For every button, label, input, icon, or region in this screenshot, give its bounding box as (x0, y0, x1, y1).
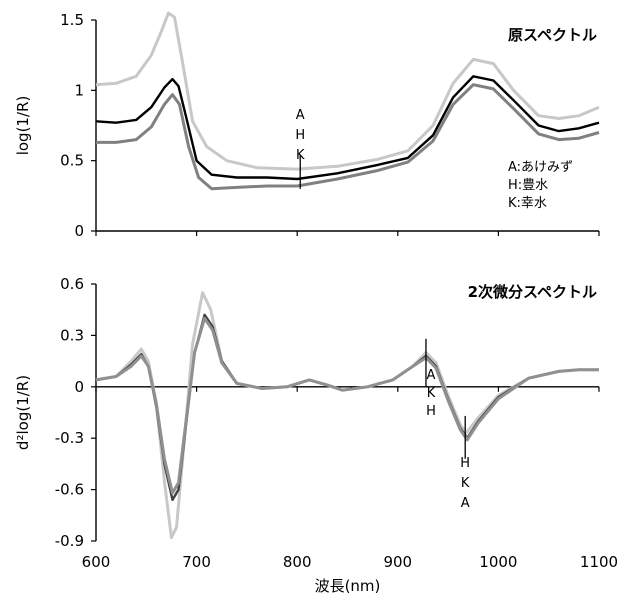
second-derivative-panel: 0.6 0.3 0 -0.3 -0.6 -0.9 600 700 800 900 1000 1100 2… (14, 275, 618, 595)
y-tick-label: 1.5 (60, 11, 84, 29)
y-tick-label: 1 (74, 81, 84, 99)
marker-label: K (427, 386, 436, 401)
series-line (95, 75, 600, 181)
x-tick-label: 900 (383, 553, 412, 571)
x-tick-label: 700 (182, 553, 211, 571)
series-line (95, 291, 599, 540)
y-tick-label: 0.6 (60, 275, 84, 293)
marker-label: K (296, 148, 305, 163)
panel-title: 2次微分スペクトル (468, 283, 597, 301)
series-line (95, 313, 599, 502)
y-tick-label: 0.3 (60, 326, 84, 344)
y-tick-label: -0.3 (55, 429, 84, 447)
marker-label: A (461, 496, 470, 511)
x-tick-label: 600 (82, 553, 111, 571)
marker-label: H (426, 404, 436, 419)
y-axis-title: d²log(1/R) (14, 375, 32, 450)
series-line (95, 11, 600, 171)
x-axis-title: 波長(nm) (315, 577, 381, 595)
y-axis-title: log(1/R) (14, 96, 32, 156)
series-line (96, 83, 600, 191)
marker-label: H (460, 456, 470, 471)
x-tick-label: 800 (283, 553, 312, 571)
x-tick-label: 1100 (580, 553, 618, 571)
y-tick-label: 0 (74, 378, 84, 396)
marker-label: A (427, 368, 436, 383)
panel-title: 原スペクトル (508, 26, 597, 44)
marker-label: K (461, 476, 470, 491)
series-line (95, 316, 599, 495)
y-tick-label: -0.6 (55, 481, 84, 499)
x-tick-label: 1000 (479, 553, 517, 571)
marker-label: A (296, 108, 305, 123)
y-tick-label: 0 (74, 222, 84, 240)
legend-entry: K:幸水 (508, 196, 547, 211)
marker-label: H (295, 128, 305, 143)
y-tick-label: 0.5 (60, 152, 84, 170)
original-spectrum-panel: 1.5 1 0.5 0 原スペクトル log(1/R) AHK A:あけみず H:豊水 K:幸水 (14, 11, 600, 240)
legend-entry: H:豊水 (508, 178, 548, 193)
y-tick-label: -0.9 (55, 532, 84, 550)
legend-entry: A:あけみず (508, 160, 573, 175)
